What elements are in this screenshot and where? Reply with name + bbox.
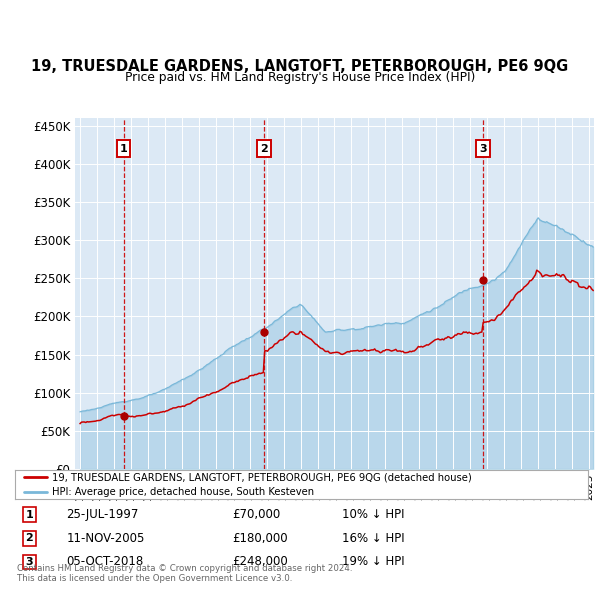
Text: 19, TRUESDALE GARDENS, LANGTOFT, PETERBOROUGH, PE6 9QG: 19, TRUESDALE GARDENS, LANGTOFT, PETERBO… xyxy=(31,59,569,74)
Text: £248,000: £248,000 xyxy=(233,556,289,569)
Text: £70,000: £70,000 xyxy=(233,508,281,521)
Text: Price paid vs. HM Land Registry's House Price Index (HPI): Price paid vs. HM Land Registry's House … xyxy=(125,71,475,84)
Text: 3: 3 xyxy=(26,557,33,567)
Text: 19% ↓ HPI: 19% ↓ HPI xyxy=(341,556,404,569)
Text: £180,000: £180,000 xyxy=(233,532,289,545)
Text: 1: 1 xyxy=(119,143,127,153)
Text: 25-JUL-1997: 25-JUL-1997 xyxy=(67,508,139,521)
Text: 05-OCT-2018: 05-OCT-2018 xyxy=(67,556,144,569)
Text: 10% ↓ HPI: 10% ↓ HPI xyxy=(341,508,404,521)
Text: 19, TRUESDALE GARDENS, LANGTOFT, PETERBOROUGH, PE6 9QG (detached house): 19, TRUESDALE GARDENS, LANGTOFT, PETERBO… xyxy=(52,473,472,482)
Text: 3: 3 xyxy=(479,143,487,153)
Text: 1: 1 xyxy=(25,510,33,520)
Text: Contains HM Land Registry data © Crown copyright and database right 2024.
This d: Contains HM Land Registry data © Crown c… xyxy=(17,563,352,583)
Text: 16% ↓ HPI: 16% ↓ HPI xyxy=(341,532,404,545)
Text: 11-NOV-2005: 11-NOV-2005 xyxy=(67,532,145,545)
Text: 2: 2 xyxy=(25,533,33,543)
Text: HPI: Average price, detached house, South Kesteven: HPI: Average price, detached house, Sout… xyxy=(52,487,314,497)
Text: 2: 2 xyxy=(260,143,268,153)
